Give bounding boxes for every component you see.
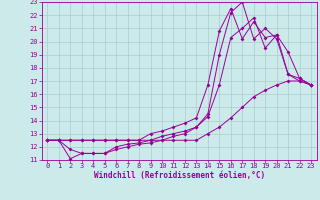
X-axis label: Windchill (Refroidissement éolien,°C): Windchill (Refroidissement éolien,°C): [94, 171, 265, 180]
